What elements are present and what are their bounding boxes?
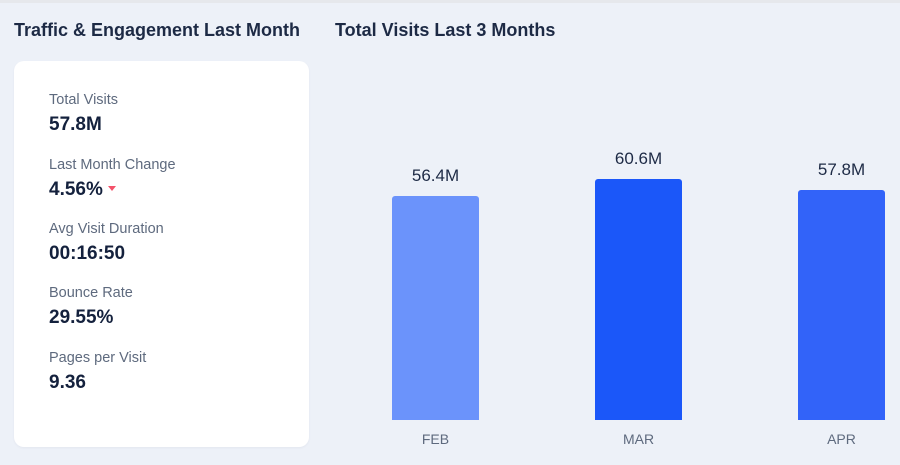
bar-value-label-apr: 57.8M: [817, 160, 866, 179]
metrics-card: Total Visits 57.8M Last Month Change 4.5…: [14, 61, 309, 447]
metric-label: Last Month Change: [49, 157, 176, 173]
month-label-feb: FEB: [421, 431, 450, 447]
total-visits-bar-chart: 56.4M FEB 60.6M MAR 57.8M APR: [320, 60, 900, 465]
bar-feb[interactable]: [392, 196, 479, 420]
metric-bounce-rate: Bounce Rate 29.55%: [49, 285, 133, 330]
metric-total-visits: Total Visits 57.8M: [49, 92, 118, 137]
metric-value: 9.36: [49, 372, 86, 393]
metric-label: Pages per Visit: [49, 350, 147, 366]
bar-mar[interactable]: [595, 179, 682, 420]
top-border: [0, 0, 900, 3]
metric-avg-visit-duration: Avg Visit Duration 00:16:50: [49, 221, 164, 266]
month-label-mar: MAR: [622, 431, 655, 447]
metric-last-month-change: Last Month Change 4.56%: [49, 157, 176, 202]
traffic-engagement-heading: Traffic & Engagement Last Month: [14, 20, 301, 40]
metric-value: 57.8M: [49, 114, 102, 135]
month-label-apr: APR: [827, 431, 856, 447]
bar-value-label-mar: 60.6M: [614, 149, 663, 168]
metric-pages-per-visit: Pages per Visit 9.36: [49, 350, 146, 395]
caret-down-icon: [107, 186, 116, 191]
metric-label: Avg Visit Duration: [49, 221, 164, 237]
bar-apr[interactable]: [798, 190, 885, 420]
metric-label: Bounce Rate: [49, 285, 133, 301]
metric-label: Total Visits: [49, 92, 119, 108]
total-visits-heading: Total Visits Last 3 Months: [335, 20, 556, 40]
metric-value: 4.56%: [49, 179, 103, 200]
bar-value-label-feb: 56.4M: [411, 166, 460, 185]
metric-value: 29.55%: [49, 307, 114, 328]
metric-value: 00:16:50: [49, 243, 126, 264]
